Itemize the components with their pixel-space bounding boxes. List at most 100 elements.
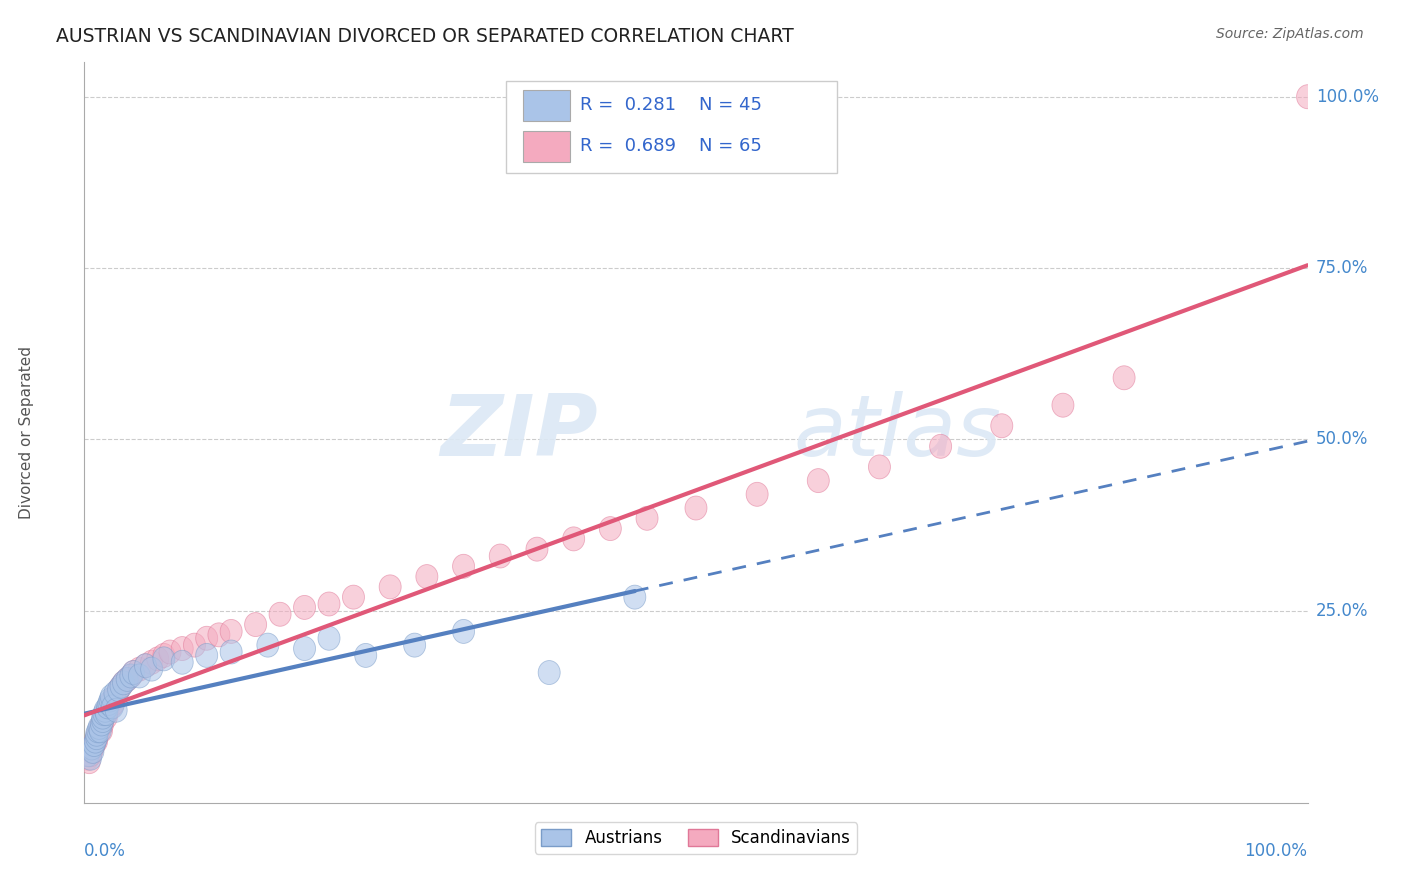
- Ellipse shape: [112, 671, 135, 695]
- Ellipse shape: [929, 434, 952, 458]
- Ellipse shape: [82, 739, 104, 764]
- Text: Source: ZipAtlas.com: Source: ZipAtlas.com: [1216, 27, 1364, 41]
- Text: 75.0%: 75.0%: [1316, 259, 1368, 277]
- Ellipse shape: [269, 602, 291, 626]
- Ellipse shape: [599, 516, 621, 541]
- Ellipse shape: [98, 688, 121, 712]
- Ellipse shape: [120, 664, 142, 688]
- Ellipse shape: [624, 585, 645, 609]
- Ellipse shape: [87, 719, 108, 743]
- Text: 0.0%: 0.0%: [84, 842, 127, 860]
- Ellipse shape: [100, 695, 122, 719]
- Ellipse shape: [110, 674, 132, 698]
- Ellipse shape: [117, 667, 138, 691]
- Ellipse shape: [159, 640, 181, 664]
- Ellipse shape: [79, 749, 100, 773]
- Ellipse shape: [108, 678, 129, 702]
- Text: 100.0%: 100.0%: [1316, 87, 1379, 106]
- Ellipse shape: [1114, 366, 1135, 390]
- Text: R =  0.281    N = 45: R = 0.281 N = 45: [579, 96, 762, 114]
- Ellipse shape: [90, 712, 112, 736]
- Ellipse shape: [380, 574, 401, 599]
- Ellipse shape: [101, 688, 124, 712]
- Ellipse shape: [354, 643, 377, 667]
- Ellipse shape: [107, 681, 128, 705]
- Ellipse shape: [112, 671, 135, 695]
- Ellipse shape: [128, 664, 150, 688]
- Ellipse shape: [97, 698, 118, 723]
- Ellipse shape: [404, 633, 426, 657]
- Ellipse shape: [77, 747, 98, 770]
- Ellipse shape: [98, 695, 120, 719]
- Ellipse shape: [146, 647, 169, 671]
- Ellipse shape: [84, 729, 107, 753]
- Ellipse shape: [453, 554, 475, 578]
- Ellipse shape: [80, 736, 103, 760]
- Ellipse shape: [183, 633, 205, 657]
- Ellipse shape: [83, 732, 105, 756]
- Ellipse shape: [1296, 85, 1319, 109]
- Ellipse shape: [245, 613, 267, 637]
- Ellipse shape: [489, 544, 512, 568]
- Text: Divorced or Separated: Divorced or Separated: [18, 346, 34, 519]
- Ellipse shape: [195, 626, 218, 650]
- Ellipse shape: [86, 726, 108, 749]
- Ellipse shape: [86, 723, 108, 747]
- Ellipse shape: [120, 664, 142, 688]
- Ellipse shape: [221, 619, 242, 643]
- Ellipse shape: [86, 729, 108, 753]
- Ellipse shape: [153, 647, 174, 671]
- Ellipse shape: [93, 702, 115, 726]
- Text: ZIP: ZIP: [440, 391, 598, 475]
- Ellipse shape: [195, 643, 218, 667]
- Ellipse shape: [685, 496, 707, 520]
- Ellipse shape: [103, 691, 125, 715]
- Text: R =  0.689    N = 65: R = 0.689 N = 65: [579, 137, 762, 155]
- Ellipse shape: [93, 705, 115, 729]
- Text: atlas: atlas: [794, 391, 1002, 475]
- Ellipse shape: [807, 468, 830, 492]
- Ellipse shape: [135, 654, 156, 678]
- Ellipse shape: [526, 537, 548, 561]
- Ellipse shape: [82, 736, 104, 760]
- Ellipse shape: [110, 674, 132, 698]
- Ellipse shape: [108, 678, 129, 702]
- Legend: Austrians, Scandinavians: Austrians, Scandinavians: [534, 822, 858, 854]
- Ellipse shape: [135, 654, 156, 678]
- Ellipse shape: [98, 691, 121, 715]
- Ellipse shape: [257, 633, 278, 657]
- Ellipse shape: [89, 719, 111, 743]
- Ellipse shape: [128, 657, 150, 681]
- Ellipse shape: [172, 650, 193, 674]
- Ellipse shape: [77, 743, 98, 767]
- Ellipse shape: [172, 637, 193, 661]
- Ellipse shape: [89, 715, 111, 739]
- Ellipse shape: [869, 455, 890, 479]
- Ellipse shape: [141, 657, 163, 681]
- Ellipse shape: [105, 698, 127, 723]
- Ellipse shape: [100, 684, 122, 708]
- Ellipse shape: [98, 691, 120, 715]
- FancyBboxPatch shape: [523, 130, 569, 161]
- Ellipse shape: [343, 585, 364, 609]
- Ellipse shape: [104, 681, 127, 705]
- Text: 100.0%: 100.0%: [1244, 842, 1308, 860]
- Ellipse shape: [636, 507, 658, 531]
- Ellipse shape: [153, 643, 174, 667]
- Ellipse shape: [94, 698, 117, 723]
- Ellipse shape: [90, 719, 112, 743]
- Ellipse shape: [97, 695, 118, 719]
- Ellipse shape: [117, 667, 138, 691]
- Ellipse shape: [96, 705, 117, 729]
- Ellipse shape: [141, 650, 163, 674]
- Ellipse shape: [104, 684, 127, 708]
- FancyBboxPatch shape: [523, 90, 569, 121]
- Ellipse shape: [991, 414, 1012, 438]
- Ellipse shape: [91, 708, 114, 732]
- FancyBboxPatch shape: [506, 81, 837, 173]
- Ellipse shape: [87, 723, 108, 747]
- Ellipse shape: [294, 596, 315, 619]
- Ellipse shape: [89, 715, 110, 739]
- Ellipse shape: [1052, 393, 1074, 417]
- Ellipse shape: [86, 726, 108, 749]
